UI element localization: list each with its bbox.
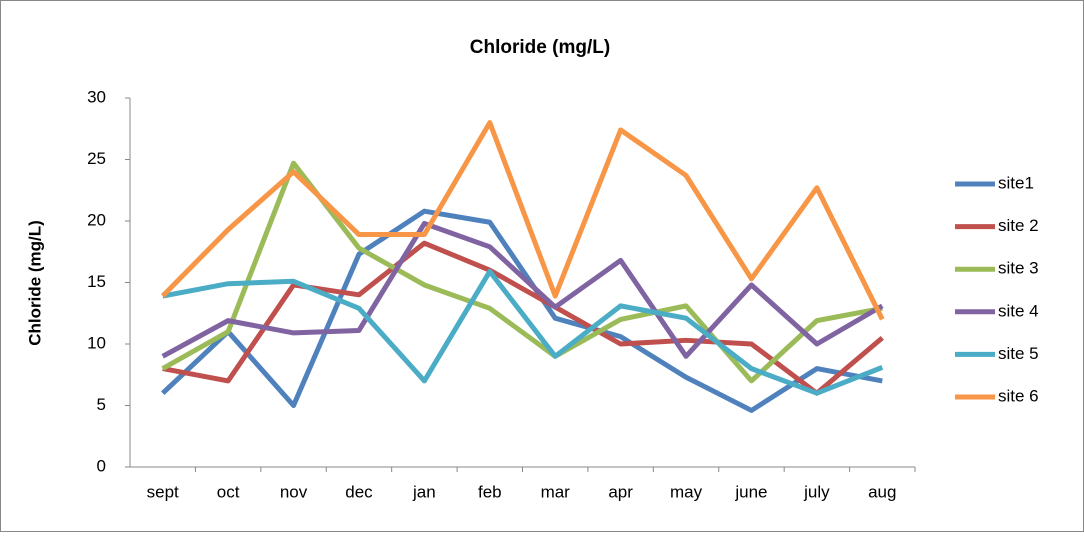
legend-label: site 2 xyxy=(998,216,1039,235)
series-line xyxy=(160,208,883,413)
y-tick-label: 30 xyxy=(87,87,106,106)
x-tick-label: apr xyxy=(608,482,633,501)
x-tick-label: mar xyxy=(541,482,571,501)
x-tick-label: dec xyxy=(345,482,373,501)
series-line xyxy=(162,240,884,396)
chart-title: Chloride (mg/L) xyxy=(470,37,610,58)
y-tick-label: 25 xyxy=(87,149,106,168)
y-tick-label: 5 xyxy=(97,395,106,414)
x-tick-label: july xyxy=(803,482,830,501)
x-tick-label: may xyxy=(670,482,703,501)
y-tick-label: 15 xyxy=(87,272,106,291)
y-tick-label: 10 xyxy=(87,333,106,352)
x-tick-label: nov xyxy=(280,482,308,501)
y-tick-label: 0 xyxy=(97,456,106,475)
x-tick-label: june xyxy=(734,482,767,501)
x-tick-label: oct xyxy=(217,482,240,501)
legend-label: site 5 xyxy=(998,344,1039,363)
x-tick-label: sept xyxy=(147,482,179,501)
legend-label: site 3 xyxy=(998,259,1039,278)
legend-label: site 6 xyxy=(998,386,1039,405)
x-tick-label: jan xyxy=(412,482,436,501)
y-tick-label: 20 xyxy=(87,210,106,229)
series-line xyxy=(161,220,884,359)
series-line xyxy=(162,268,884,396)
x-tick-label: aug xyxy=(868,482,896,501)
x-tick-label: feb xyxy=(478,482,502,501)
legend-label: site1 xyxy=(998,173,1034,192)
legend-label: site 4 xyxy=(998,301,1039,320)
series-line xyxy=(160,120,885,321)
y-axis-label: Chloride (mg/L) xyxy=(25,220,44,346)
